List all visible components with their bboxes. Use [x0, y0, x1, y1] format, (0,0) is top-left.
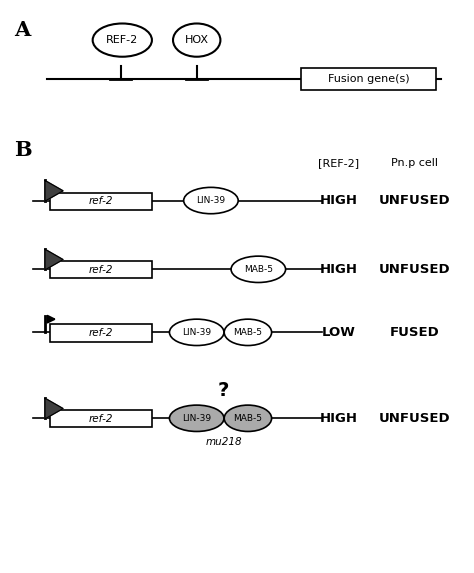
FancyBboxPatch shape	[50, 410, 152, 427]
Ellipse shape	[173, 23, 220, 57]
Text: Pn.p cell: Pn.p cell	[391, 158, 438, 168]
Text: LIN-39: LIN-39	[182, 414, 211, 423]
Text: ref-2: ref-2	[89, 196, 113, 206]
Text: mu218: mu218	[205, 437, 242, 448]
Text: MAB-5: MAB-5	[233, 414, 263, 423]
FancyBboxPatch shape	[50, 193, 152, 210]
Text: UNFUSED: UNFUSED	[379, 263, 451, 276]
Text: LIN-39: LIN-39	[196, 196, 226, 205]
Text: REF-2: REF-2	[106, 35, 138, 45]
Ellipse shape	[224, 405, 272, 431]
Text: ?: ?	[218, 381, 229, 401]
Polygon shape	[45, 398, 63, 419]
Text: ref-2: ref-2	[89, 265, 113, 275]
FancyBboxPatch shape	[301, 68, 436, 90]
Text: HOX: HOX	[185, 35, 209, 45]
Ellipse shape	[231, 256, 285, 282]
Text: MAB-5: MAB-5	[233, 328, 263, 337]
Text: Fusion gene(s): Fusion gene(s)	[328, 74, 410, 84]
Text: FUSED: FUSED	[390, 326, 439, 339]
Text: MAB-5: MAB-5	[244, 265, 273, 274]
Text: [REF-2]: [REF-2]	[319, 158, 359, 168]
Text: UNFUSED: UNFUSED	[379, 412, 451, 425]
Ellipse shape	[169, 405, 224, 431]
FancyBboxPatch shape	[50, 261, 152, 278]
Polygon shape	[45, 249, 63, 270]
Text: LOW: LOW	[322, 326, 356, 339]
Text: LIN-39: LIN-39	[182, 328, 211, 337]
FancyBboxPatch shape	[50, 324, 152, 342]
Text: ref-2: ref-2	[89, 328, 113, 338]
Ellipse shape	[92, 23, 152, 57]
Text: HIGH: HIGH	[320, 263, 358, 276]
Ellipse shape	[183, 187, 238, 214]
Text: B: B	[14, 140, 32, 160]
Ellipse shape	[169, 319, 224, 346]
Text: HIGH: HIGH	[320, 194, 358, 207]
Text: HIGH: HIGH	[320, 412, 358, 425]
Ellipse shape	[224, 319, 272, 346]
Text: ref-2: ref-2	[89, 414, 113, 424]
Text: UNFUSED: UNFUSED	[379, 194, 451, 207]
Polygon shape	[45, 180, 63, 201]
Text: A: A	[14, 20, 30, 40]
